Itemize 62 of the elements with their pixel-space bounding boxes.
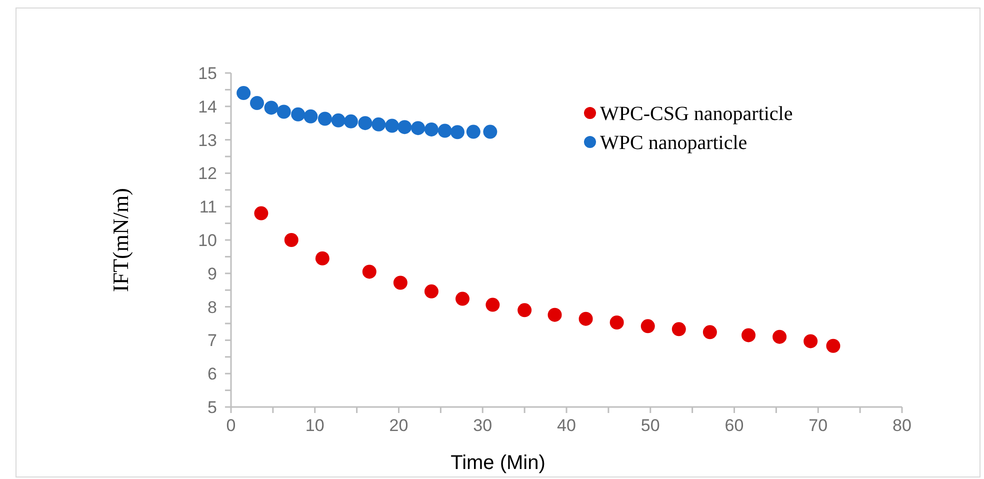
point: [362, 264, 376, 279]
point: [318, 112, 332, 126]
point: [424, 122, 438, 136]
point: [672, 322, 686, 336]
y-tick-label: 12: [198, 164, 217, 184]
y-tick-label: 10: [198, 230, 217, 250]
point: [450, 125, 464, 140]
point: [372, 117, 386, 132]
point: [385, 118, 400, 133]
y-tick-label: 5: [208, 398, 217, 417]
point: [804, 334, 818, 348]
x-tick-label: 70: [808, 416, 828, 435]
point: [702, 325, 717, 340]
point: [483, 124, 498, 139]
y-tick-label: 14: [198, 97, 217, 116]
point: [344, 114, 358, 128]
point: [284, 233, 298, 247]
point: [826, 338, 840, 353]
y-tick-label: 13: [198, 130, 217, 150]
point: [424, 284, 438, 298]
x-tick-label: 20: [389, 416, 408, 435]
point: [236, 86, 251, 100]
point: [772, 330, 787, 344]
y-axis-title: IFT(mN/m): [108, 188, 133, 292]
point: [438, 124, 452, 138]
point: [315, 251, 330, 266]
x-tick-label: 30: [473, 416, 492, 435]
legend-label: WPC-CSG nanoparticle: [600, 103, 793, 125]
point: [398, 120, 412, 134]
y-tick-label: 15: [198, 64, 217, 83]
point: [742, 328, 756, 342]
legend-label: WPC nanoparticle: [600, 132, 748, 154]
point: [393, 276, 408, 290]
x-tick-label: 80: [892, 416, 912, 435]
point: [518, 303, 532, 318]
point: [264, 100, 278, 115]
point: [610, 316, 624, 330]
x-axis-title: Time (Min): [450, 452, 546, 474]
y-tick-label: 9: [208, 264, 217, 284]
point: [486, 298, 500, 312]
y-tick-label: 8: [208, 298, 217, 317]
point: [291, 107, 306, 122]
point: [331, 113, 346, 128]
point: [548, 308, 562, 322]
point: [466, 124, 480, 139]
point: [578, 312, 593, 326]
point: [358, 116, 372, 130]
x-tick-label: 60: [724, 416, 744, 435]
x-tick-label: 10: [305, 416, 324, 435]
y-tick-label: 11: [199, 198, 217, 217]
point: [455, 292, 470, 306]
point: [640, 319, 655, 334]
x-tick-label: 40: [557, 416, 576, 435]
y-tick-label: 7: [208, 331, 217, 350]
point: [304, 109, 318, 124]
y-tick-label: 6: [208, 364, 217, 384]
x-tick-label: 0: [226, 416, 236, 435]
point: [276, 104, 291, 119]
point: [411, 121, 426, 136]
x-tick-label: 50: [640, 416, 660, 435]
point: [254, 206, 268, 220]
point: [250, 96, 264, 110]
